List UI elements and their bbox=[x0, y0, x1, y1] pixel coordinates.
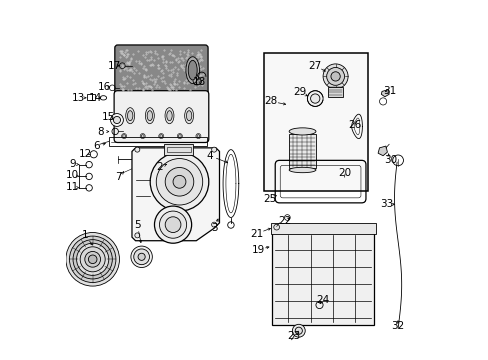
Bar bbox=[288, 134, 315, 168]
Circle shape bbox=[141, 135, 144, 138]
Text: 6: 6 bbox=[93, 141, 100, 151]
Circle shape bbox=[84, 251, 101, 267]
Circle shape bbox=[196, 134, 201, 139]
Text: 16: 16 bbox=[98, 82, 111, 92]
Text: 8: 8 bbox=[98, 127, 104, 137]
Circle shape bbox=[326, 67, 344, 85]
Text: 27: 27 bbox=[308, 61, 321, 71]
Text: 7: 7 bbox=[115, 172, 122, 182]
Text: 33: 33 bbox=[379, 199, 392, 209]
Bar bbox=[270, 223, 375, 234]
Circle shape bbox=[178, 135, 181, 138]
Circle shape bbox=[330, 72, 340, 81]
Text: 12: 12 bbox=[79, 149, 92, 159]
Ellipse shape bbox=[188, 60, 197, 80]
Circle shape bbox=[113, 116, 121, 123]
Ellipse shape bbox=[288, 128, 315, 135]
Circle shape bbox=[295, 327, 302, 334]
Circle shape bbox=[197, 135, 200, 138]
Circle shape bbox=[88, 255, 97, 264]
Text: 11: 11 bbox=[65, 182, 79, 192]
Text: 26: 26 bbox=[347, 120, 361, 130]
Polygon shape bbox=[132, 148, 219, 241]
Text: 18: 18 bbox=[193, 77, 206, 87]
Text: 10: 10 bbox=[65, 170, 79, 180]
Bar bbox=[264, 53, 367, 191]
Circle shape bbox=[156, 158, 203, 205]
Bar bbox=[164, 144, 192, 155]
Text: 2: 2 bbox=[156, 162, 163, 172]
Circle shape bbox=[177, 134, 182, 139]
Text: 1: 1 bbox=[82, 230, 89, 240]
Circle shape bbox=[323, 64, 347, 89]
Text: 25: 25 bbox=[263, 194, 276, 203]
Circle shape bbox=[211, 147, 216, 152]
Circle shape bbox=[165, 217, 181, 233]
Text: 9: 9 bbox=[69, 159, 76, 169]
Text: 21: 21 bbox=[250, 229, 263, 239]
Text: 19: 19 bbox=[252, 245, 265, 255]
Text: 31: 31 bbox=[383, 86, 396, 96]
Circle shape bbox=[140, 134, 145, 139]
Circle shape bbox=[80, 247, 105, 272]
Text: 22: 22 bbox=[277, 216, 290, 226]
Text: 4: 4 bbox=[206, 151, 213, 161]
Ellipse shape bbox=[164, 108, 174, 124]
Circle shape bbox=[159, 211, 186, 238]
Text: 23: 23 bbox=[286, 332, 300, 342]
Circle shape bbox=[135, 233, 140, 238]
Circle shape bbox=[122, 134, 126, 139]
Circle shape bbox=[154, 206, 191, 243]
Polygon shape bbox=[381, 90, 388, 97]
Text: 29: 29 bbox=[293, 87, 306, 98]
Ellipse shape bbox=[166, 111, 172, 121]
Circle shape bbox=[66, 233, 119, 286]
Text: 32: 32 bbox=[390, 321, 403, 332]
Polygon shape bbox=[377, 146, 386, 156]
Text: 17: 17 bbox=[107, 61, 121, 71]
Circle shape bbox=[69, 236, 116, 283]
Bar bbox=[108, 137, 206, 146]
Text: 20: 20 bbox=[338, 168, 351, 178]
Ellipse shape bbox=[184, 108, 193, 124]
Circle shape bbox=[150, 153, 208, 211]
Ellipse shape bbox=[127, 111, 133, 121]
Ellipse shape bbox=[125, 108, 134, 124]
Circle shape bbox=[211, 222, 216, 227]
Bar bbox=[328, 87, 342, 97]
Circle shape bbox=[310, 94, 319, 103]
Ellipse shape bbox=[288, 167, 315, 173]
Ellipse shape bbox=[186, 111, 191, 121]
Circle shape bbox=[160, 135, 163, 138]
Circle shape bbox=[292, 324, 305, 337]
Ellipse shape bbox=[147, 111, 152, 121]
Circle shape bbox=[159, 134, 163, 139]
Circle shape bbox=[138, 253, 145, 260]
Ellipse shape bbox=[145, 108, 154, 124]
Circle shape bbox=[135, 147, 140, 152]
Bar bbox=[272, 225, 373, 325]
Text: 28: 28 bbox=[264, 96, 277, 107]
Text: 13: 13 bbox=[72, 93, 85, 103]
Circle shape bbox=[110, 113, 123, 126]
Bar bbox=[166, 147, 190, 153]
Text: 3: 3 bbox=[210, 223, 217, 233]
Text: 15: 15 bbox=[101, 112, 114, 122]
Text: 5: 5 bbox=[134, 220, 141, 230]
Circle shape bbox=[73, 240, 112, 279]
FancyBboxPatch shape bbox=[115, 45, 207, 95]
Circle shape bbox=[77, 243, 108, 275]
Ellipse shape bbox=[185, 57, 199, 84]
Text: 24: 24 bbox=[316, 295, 329, 305]
Circle shape bbox=[165, 167, 193, 196]
Text: 14: 14 bbox=[88, 93, 102, 103]
Circle shape bbox=[134, 249, 149, 265]
Circle shape bbox=[173, 175, 185, 188]
Circle shape bbox=[307, 91, 323, 107]
Text: 30: 30 bbox=[383, 156, 396, 165]
Circle shape bbox=[122, 135, 125, 138]
FancyBboxPatch shape bbox=[114, 91, 208, 143]
Circle shape bbox=[131, 246, 152, 267]
Bar bbox=[87, 94, 95, 100]
